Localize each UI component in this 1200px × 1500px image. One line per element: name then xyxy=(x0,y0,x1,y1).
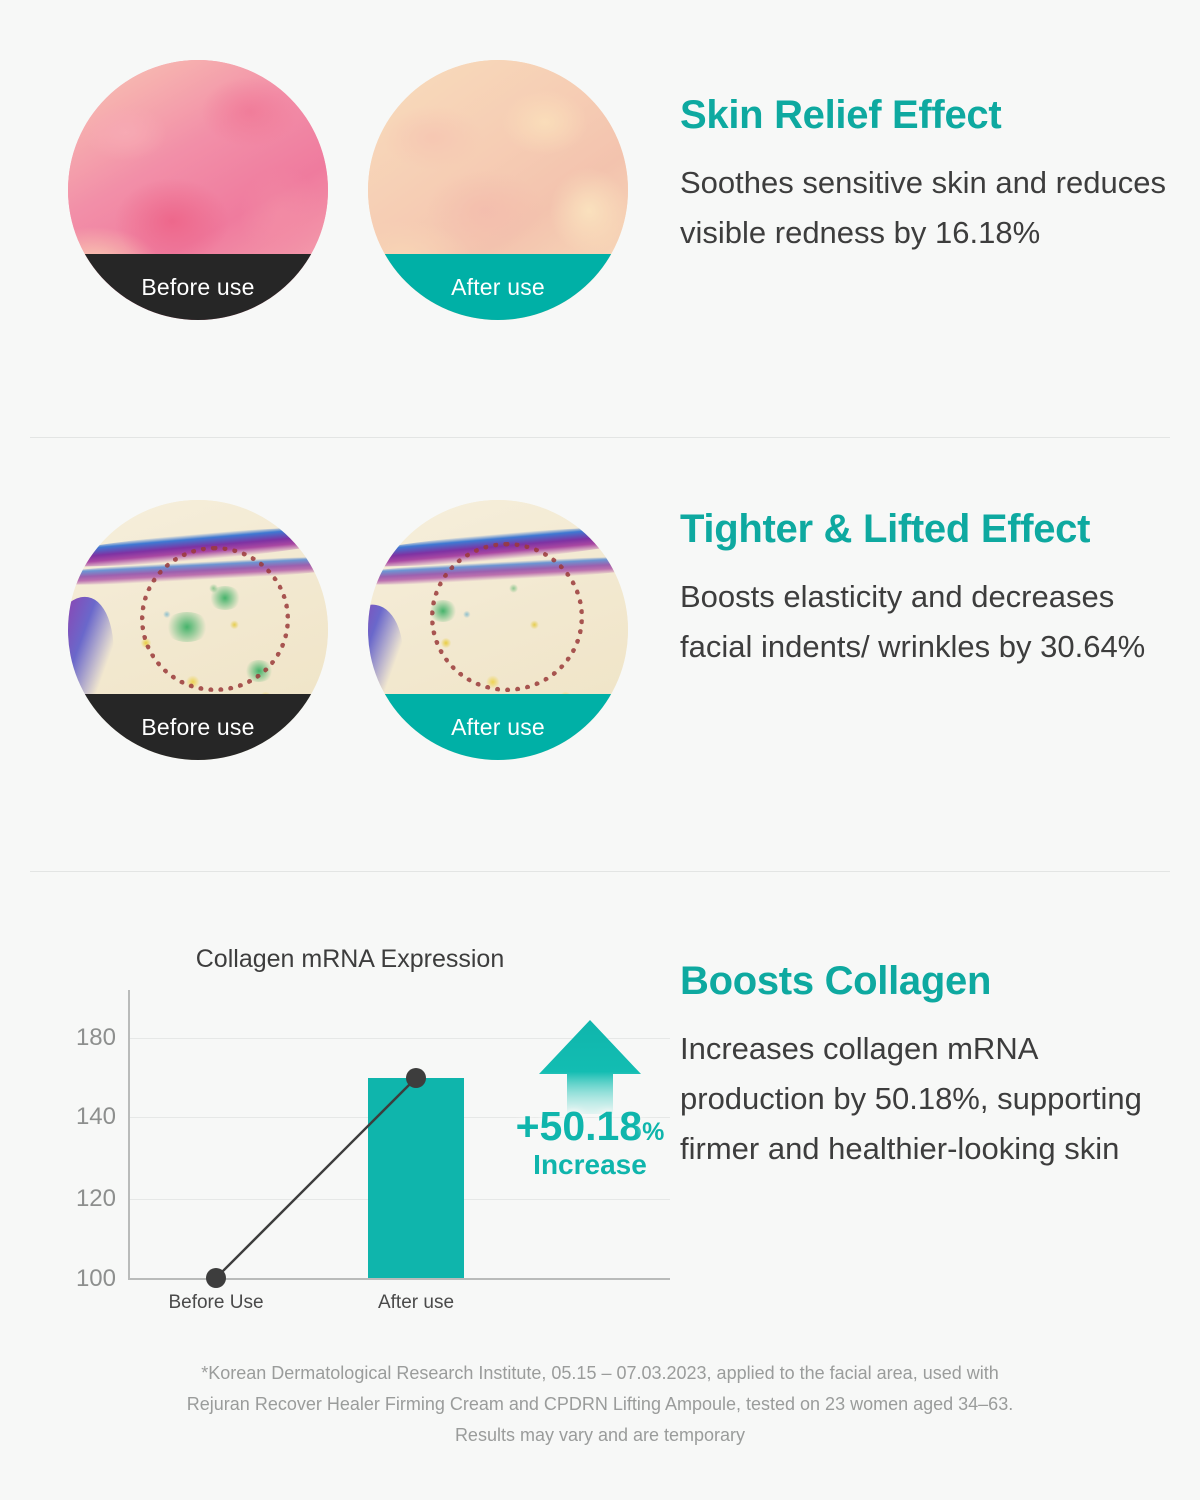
section-title-relief: Skin Relief Effect xyxy=(680,93,1002,137)
copy-block-relief: Skin Relief Effect Soothes sensitive ski… xyxy=(680,94,1170,258)
x-axis xyxy=(128,1278,670,1280)
y-tick-label: 140 xyxy=(75,1103,116,1130)
after-label-band: After use xyxy=(368,254,628,320)
before-image-lift: Before use xyxy=(68,500,328,760)
roi-dotted-circle xyxy=(140,546,290,692)
after-label-text: After use xyxy=(451,713,545,740)
footnote: *Korean Dermatological Research Institut… xyxy=(100,1358,1100,1451)
before-label-text: Before use xyxy=(141,713,255,740)
copy-block-lift: Tighter & Lifted Effect Boosts elasticit… xyxy=(680,508,1170,672)
after-image-relief: After use xyxy=(368,60,628,320)
x-tick-label-after: After use xyxy=(377,1292,455,1313)
after-label-text: After use xyxy=(451,273,545,300)
data-point-after xyxy=(406,1068,426,1088)
section-divider-2 xyxy=(30,871,1170,872)
trend-line xyxy=(215,1077,417,1279)
increase-caption: Increase xyxy=(533,1149,647,1180)
baseline-gridline: 100 xyxy=(76,1265,670,1292)
increase-number: +50.18 xyxy=(515,1103,643,1149)
section-body-collagen: Increases collagen mRNA production by 50… xyxy=(680,1031,1142,1167)
comparison-image-pair-lift: Before use After use xyxy=(68,500,628,790)
gridline: 180 xyxy=(76,1024,670,1051)
before-label-band: Before use xyxy=(68,694,328,760)
comparison-image-pair-relief: Before use After use xyxy=(68,60,628,350)
section-title-collagen: Boosts Collagen xyxy=(680,959,992,1003)
section-body-lift: Boosts elasticity and decreases facial i… xyxy=(680,579,1146,665)
section-body-relief: Soothes sensitive skin and reduces visib… xyxy=(680,165,1166,251)
section-title-lift: Tighter & Lifted Effect xyxy=(680,507,1091,551)
footnote-line-2: Rejuran Recover Healer Firming Cream and… xyxy=(186,1393,1014,1414)
increase-unit: % xyxy=(642,1118,665,1146)
y-tick-label: 180 xyxy=(75,1024,116,1051)
before-label-band: Before use xyxy=(68,254,328,320)
section-tighter-lifted: Before use After use Tighter & Lifted Ef… xyxy=(0,490,1200,870)
before-image-relief: Before use xyxy=(68,60,328,320)
footnote-line-1: *Korean Dermatological Research Institut… xyxy=(201,1363,999,1383)
y-tick-label: 100 xyxy=(75,1265,116,1292)
increase-value: +50.18% xyxy=(500,1106,680,1147)
before-label-text: Before use xyxy=(141,273,255,300)
chart-plot-area: 180 140 120 100 Be xyxy=(76,990,670,1313)
y-axis xyxy=(128,990,130,1280)
roi-dotted-circle xyxy=(430,542,584,692)
trend-line-overlay xyxy=(206,1068,426,1288)
footnote-line-3: Results may vary and are temporary xyxy=(454,1424,746,1445)
copy-block-collagen: Boosts Collagen Increases collagen mRNA … xyxy=(680,960,1170,1175)
up-arrow-icon xyxy=(539,1020,641,1114)
after-image-lift: After use xyxy=(368,500,628,760)
collagen-chart: Collagen mRNA Expression 180 140 120 100 xyxy=(60,900,670,1320)
data-point-before xyxy=(206,1268,226,1288)
after-label-band: After use xyxy=(368,694,628,760)
x-tick-label-before: Before Use xyxy=(168,1292,264,1313)
chart-title: Collagen mRNA Expression xyxy=(195,945,505,973)
increase-annotation: +50.18% Increase xyxy=(500,1018,680,1182)
section-skin-relief: Before use After use Skin Relief Effect … xyxy=(0,60,1200,430)
section-boosts-collagen: Collagen mRNA Expression 180 140 120 100 xyxy=(0,900,1200,1350)
y-tick-label: 120 xyxy=(75,1185,116,1212)
section-divider-1 xyxy=(30,437,1170,438)
